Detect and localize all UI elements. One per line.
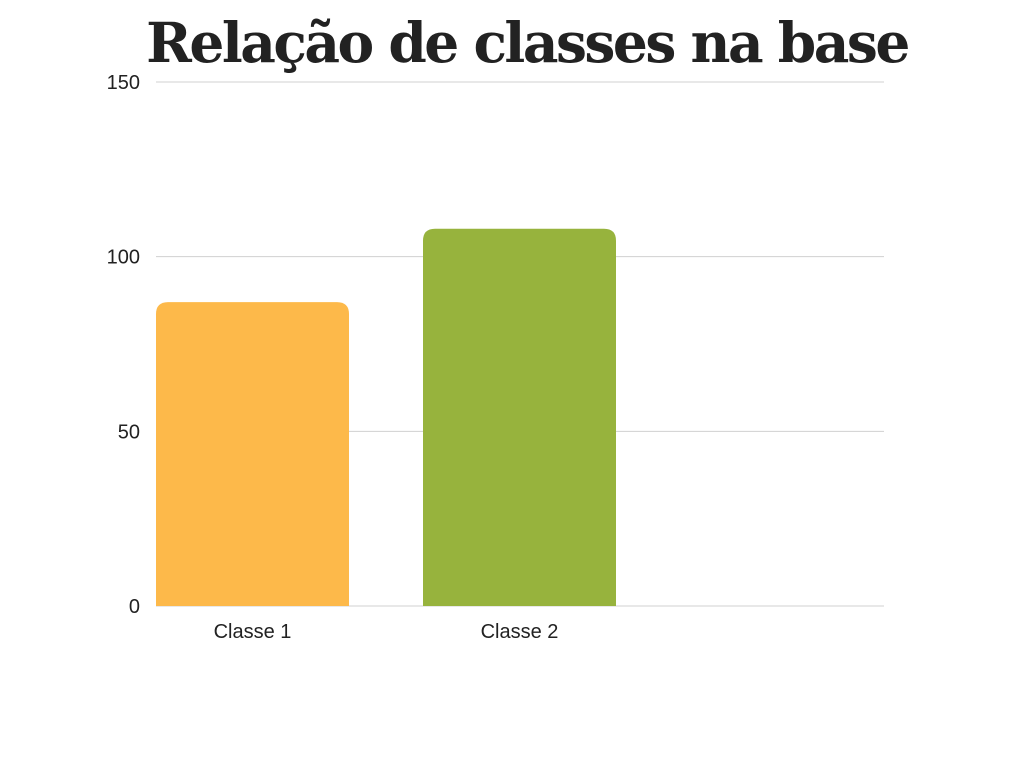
y-tick-label: 150 — [107, 72, 140, 94]
y-tick-label: 100 — [107, 247, 140, 269]
y-tick-label: 0 — [129, 596, 140, 618]
bar-classe-1 — [156, 302, 349, 606]
bar-classe-2 — [423, 228, 616, 606]
y-axis-ticks: 0 50 100 150 — [107, 72, 140, 618]
x-category-label: Classe 1 — [214, 621, 292, 643]
bars — [156, 228, 616, 606]
y-tick-label: 50 — [118, 421, 140, 443]
x-category-label: Classe 2 — [481, 621, 559, 643]
x-axis-labels: Classe 1 Classe 2 — [214, 621, 559, 643]
chart-title: Relação de classes na base — [146, 10, 910, 75]
